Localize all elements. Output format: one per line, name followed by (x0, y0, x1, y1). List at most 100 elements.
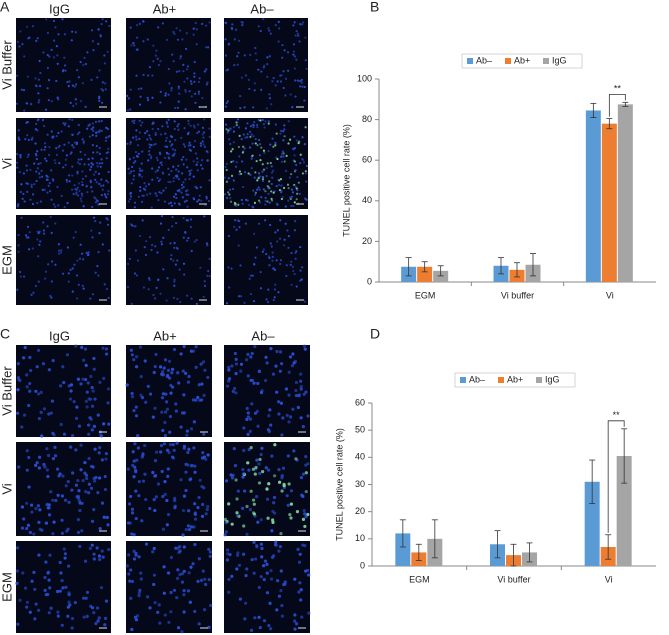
nucleus (252, 106, 255, 109)
nucleus (131, 450, 135, 454)
nucleus (193, 517, 198, 521)
nucleus (46, 474, 50, 479)
nucleus (130, 507, 135, 511)
micrograph (15, 344, 111, 438)
nucleus (287, 234, 290, 238)
nucleus (236, 63, 239, 66)
nucleus (234, 202, 237, 206)
nucleus (43, 148, 46, 151)
nucleus (146, 99, 150, 102)
nucleus (189, 427, 194, 431)
micrograph (126, 441, 212, 537)
nucleus (34, 142, 37, 145)
nucleus (273, 443, 277, 447)
nucleus (227, 191, 230, 194)
nucleus (204, 512, 208, 516)
nucleus (248, 429, 252, 433)
nucleus (98, 120, 101, 123)
nucleus (131, 165, 134, 169)
nucleus (185, 199, 188, 202)
nucleus (207, 625, 211, 629)
nucleus (270, 197, 273, 200)
nucleus (301, 157, 304, 160)
nucleus (228, 188, 232, 191)
nucleus (81, 596, 86, 600)
nucleus (50, 198, 53, 201)
legend-swatch (543, 58, 549, 64)
nucleus (38, 84, 42, 88)
nucleus (37, 280, 40, 283)
nucleus (274, 144, 277, 147)
nucleus (234, 478, 238, 482)
nucleus (225, 548, 230, 552)
nucleus (129, 88, 132, 91)
nucleus (175, 246, 179, 249)
nucleus (186, 166, 189, 169)
nucleus (69, 445, 73, 449)
nucleus (36, 348, 41, 353)
nucleus (281, 150, 285, 153)
nucleus (25, 605, 29, 609)
nucleus (22, 89, 26, 92)
nucleus (91, 205, 94, 209)
nucleus (254, 138, 257, 141)
nucleus (29, 168, 32, 172)
nucleus (151, 127, 154, 131)
nucleus (77, 182, 81, 185)
nucleus (169, 257, 173, 261)
nucleus (293, 627, 297, 631)
nucleus (132, 121, 136, 125)
nucleus (50, 169, 53, 172)
nucleus (232, 179, 235, 182)
nucleus (91, 163, 94, 166)
nucleus (282, 139, 285, 142)
nucleus (182, 143, 185, 146)
nucleus (182, 262, 186, 265)
nucleus (269, 223, 272, 227)
nucleus (78, 257, 82, 260)
y-axis-label: TUNEL positive cell rate (%) (334, 428, 344, 541)
nucleus (98, 557, 102, 562)
nucleus (250, 557, 254, 562)
nucleus (159, 90, 162, 93)
nucleus (252, 300, 256, 303)
nucleus (172, 588, 177, 592)
nucleus (51, 359, 55, 363)
nucleus (241, 467, 245, 472)
nucleus (61, 18, 64, 21)
nucleus (227, 377, 232, 381)
y-tick-label: 40 (362, 195, 372, 205)
nucleus (230, 574, 234, 578)
nucleus (163, 156, 167, 160)
nucleus (162, 268, 165, 271)
nucleus (250, 351, 254, 356)
nucleus (78, 544, 82, 548)
nucleus (182, 181, 185, 184)
nucleus (186, 450, 190, 455)
nucleus (133, 615, 138, 620)
nucleus (284, 387, 289, 391)
nucleus (91, 122, 94, 125)
nucleus (153, 601, 157, 605)
nucleus (201, 167, 204, 170)
nucleus (130, 579, 135, 584)
nucleus (290, 251, 293, 255)
nucleus (260, 146, 263, 149)
nucleus (257, 25, 260, 28)
nucleus (15, 411, 20, 415)
nucleus (260, 70, 263, 73)
nucleus (226, 131, 229, 134)
bar (417, 266, 433, 282)
nucleus (200, 199, 203, 202)
nucleus (280, 433, 284, 437)
nucleus (37, 466, 41, 470)
nucleus (107, 547, 111, 552)
legend-label: Ab+ (507, 374, 523, 384)
nucleus (223, 533, 227, 537)
nucleus (257, 138, 261, 142)
nucleus (172, 180, 175, 183)
nucleus (148, 134, 151, 137)
nucleus (44, 521, 49, 525)
nucleus (194, 185, 197, 188)
nucleus (130, 302, 133, 305)
